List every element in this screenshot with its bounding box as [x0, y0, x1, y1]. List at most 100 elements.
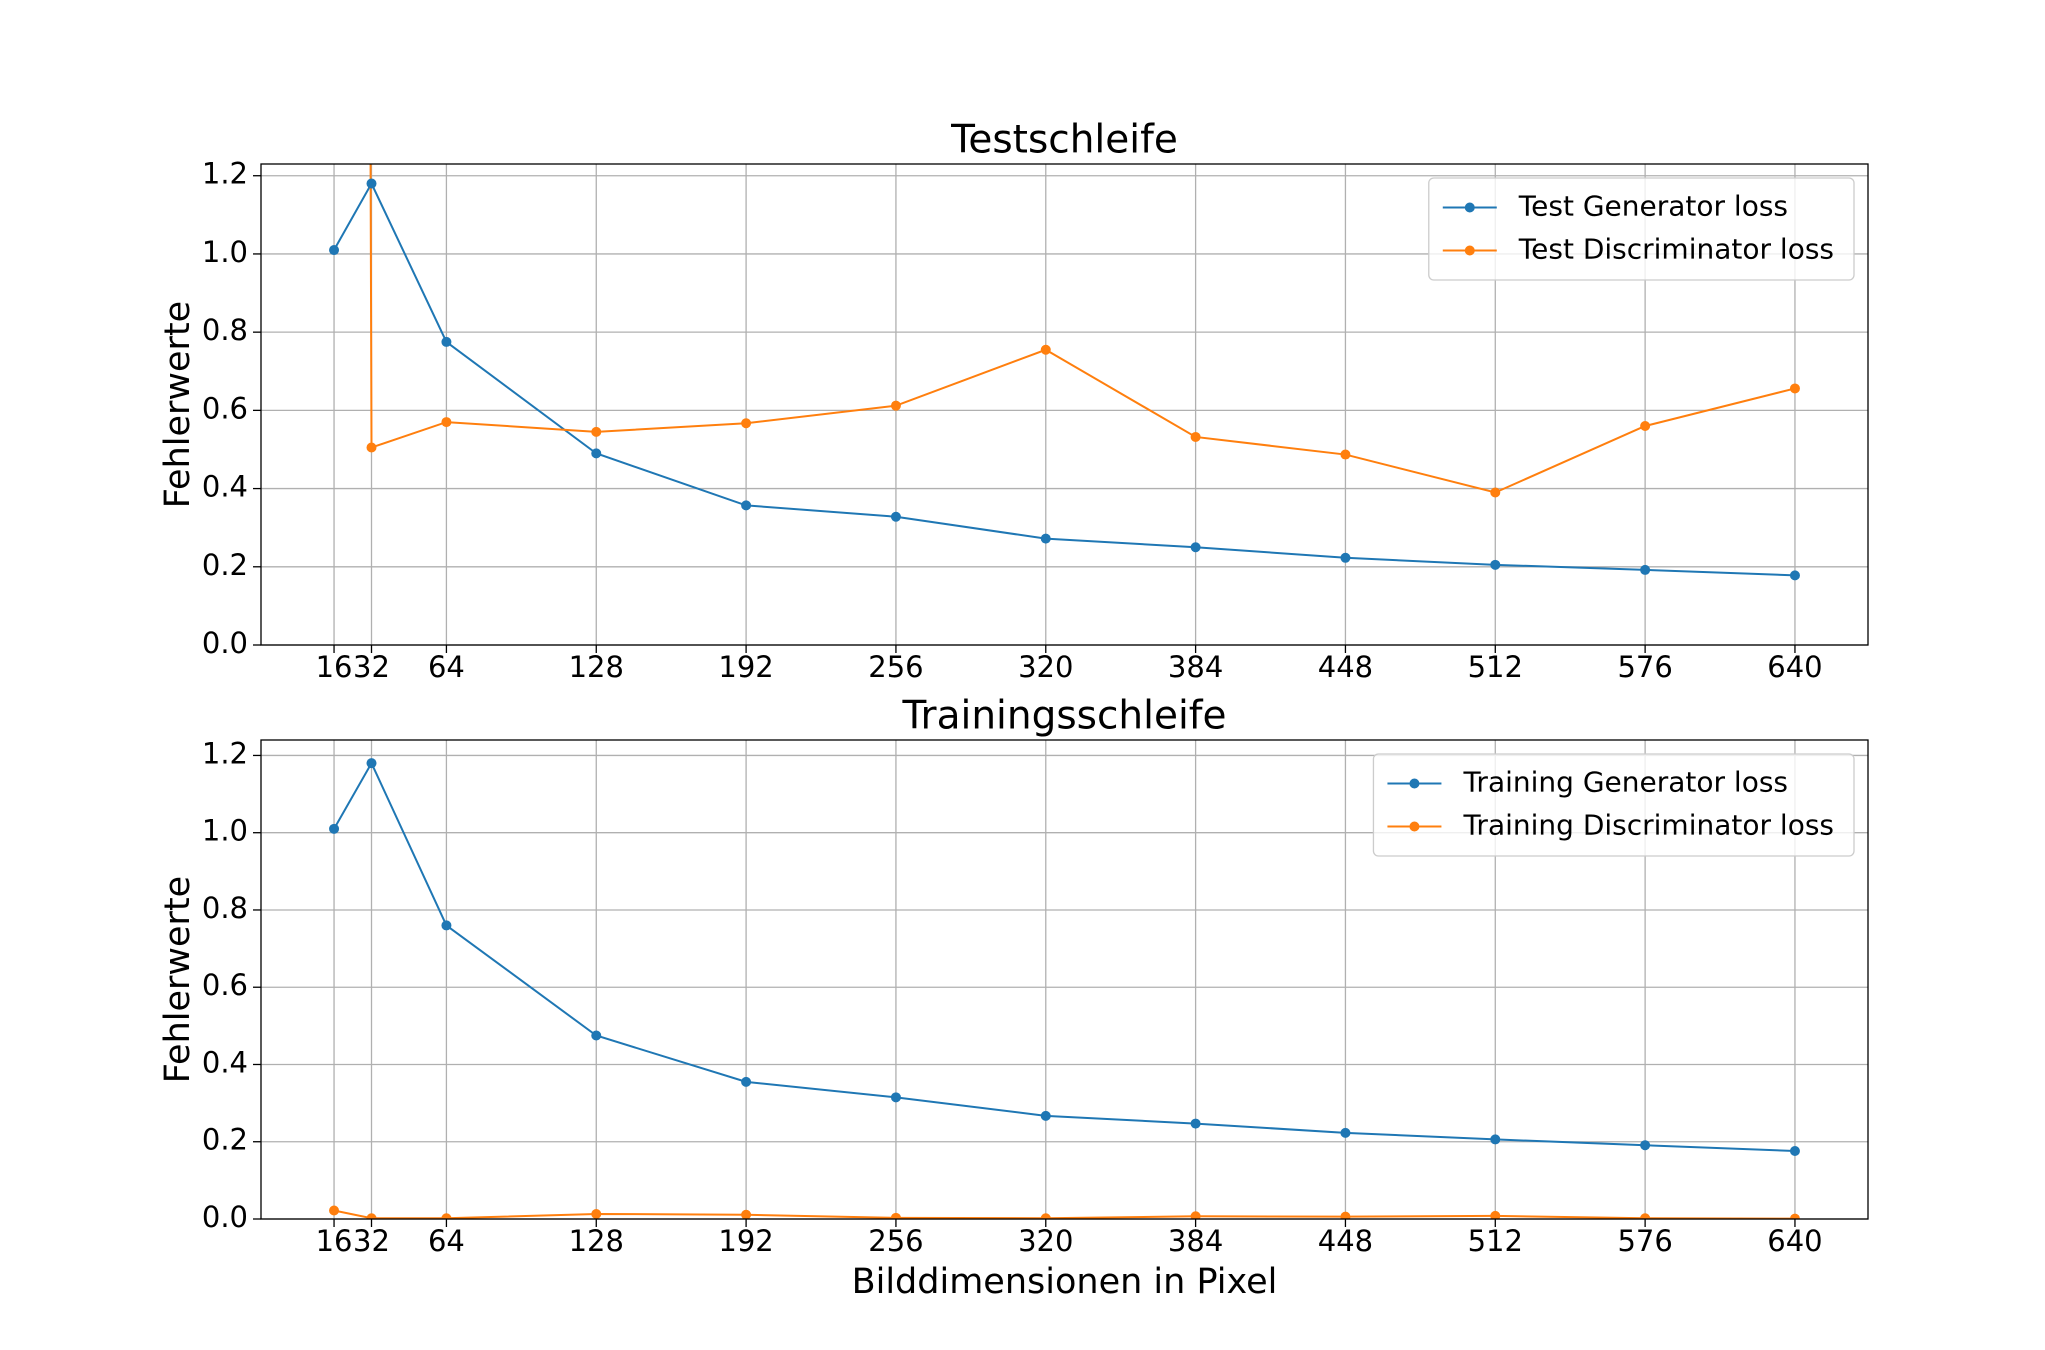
legend-marker: [1464, 245, 1475, 256]
y-tick-label: 0.2: [202, 548, 248, 582]
data-point: [1490, 487, 1501, 498]
data-point: [366, 1213, 377, 1219]
data-point: [329, 245, 340, 256]
axes-frame: [260, 739, 1869, 1220]
x-tick-label: 576: [1617, 1224, 1672, 1258]
data-point: [890, 511, 901, 522]
y-tick-label: 0.6: [202, 968, 248, 1002]
legend-label: Training Generator loss: [1462, 766, 1788, 799]
data-point: [1190, 1118, 1201, 1129]
data-point: [1490, 559, 1501, 570]
x-tick-label: 64: [428, 1224, 465, 1258]
legend-marker: [1464, 202, 1475, 213]
data-point: [890, 1212, 901, 1219]
y-tick-label: 0.0: [202, 1200, 248, 1234]
data-point: [591, 1030, 602, 1041]
y-tick-label: 1.0: [202, 235, 248, 269]
data-point: [1340, 552, 1351, 563]
data-point: [890, 1092, 901, 1103]
data-point: [890, 400, 901, 411]
x-tick-label: 32: [353, 650, 390, 684]
legend-box: [1372, 753, 1855, 857]
x-tick-label: 192: [718, 1224, 773, 1258]
data-point: [1789, 570, 1800, 581]
legend-label: Training Discriminator loss: [1462, 809, 1834, 842]
data-point: [591, 426, 602, 437]
legend-marker: [1409, 821, 1420, 832]
y-tick-label: 0.0: [202, 626, 248, 660]
data-point: [1040, 1110, 1051, 1121]
legend: Training Generator loss Training Discrimi…: [1372, 753, 1855, 857]
data-point: [441, 417, 452, 428]
x-tick-label: 576: [1617, 650, 1672, 684]
data-point: [591, 1208, 602, 1219]
data-point: [741, 500, 752, 511]
subplot: 0.0 0.2 0.4 0.6 0.8 1.0 1.2 16 32 64 128 192 256 320 3…: [158, 694, 1869, 1302]
data-point: [1640, 1140, 1651, 1151]
data-point: [329, 1205, 340, 1216]
x-tick-label: 640: [1767, 1224, 1822, 1258]
x-tick-label: 384: [1168, 1224, 1223, 1258]
y-tick-label: 1.2: [202, 736, 248, 770]
data-point: [1040, 344, 1051, 355]
data-point: [441, 920, 452, 931]
x-tick-label: 256: [868, 1224, 923, 1258]
y-tick-label: 0.6: [202, 391, 248, 425]
x-tick-label: 384: [1168, 650, 1223, 684]
data-point: [441, 1213, 452, 1219]
series-line: [369, 164, 1796, 494]
data-point: [1640, 421, 1651, 432]
legend-box: [1428, 177, 1855, 281]
x-tick-label: 192: [718, 650, 773, 684]
x-tick-label: 128: [569, 650, 624, 684]
series-line: [333, 760, 1795, 1153]
data-point: [366, 442, 377, 453]
data-point: [1340, 449, 1351, 460]
y-tick-label: 0.2: [202, 1123, 248, 1157]
x-tick-label: 448: [1318, 1224, 1373, 1258]
y-tick-label: 0.4: [202, 470, 248, 504]
data-point: [1789, 1146, 1800, 1157]
data-point: [1190, 431, 1201, 442]
y-tick-label: 0.8: [202, 891, 248, 925]
markers: [329, 758, 1800, 1219]
x-tick-label: 320: [1018, 1224, 1073, 1258]
data-point: [366, 178, 377, 189]
data-point: [1190, 1211, 1201, 1219]
x-tick-label: 32: [353, 1224, 390, 1258]
plot-area: [333, 164, 1796, 577]
data-point: [1789, 1213, 1800, 1219]
x-tick-label: 16: [316, 1224, 353, 1258]
data-point: [441, 336, 452, 347]
x-tick-label: 128: [569, 1224, 624, 1258]
data-point: [741, 1076, 752, 1087]
y-tick-label: 1.2: [202, 157, 248, 191]
y-tick-label: 0.4: [202, 1045, 248, 1079]
x-tick-label: 512: [1468, 1224, 1523, 1258]
subplot: 0.0 0.2 0.4 0.6 0.8 1.0 1.2 16 32 64 128 192 256 320 3…: [158, 118, 1869, 684]
data-point: [1190, 542, 1201, 553]
data-point: [366, 758, 377, 769]
data-point: [741, 418, 752, 429]
y-tick-label: 0.8: [202, 313, 248, 347]
series-line: [333, 181, 1795, 577]
legend-label: Test Generator loss: [1518, 190, 1788, 223]
x-tick-label: 448: [1318, 650, 1373, 684]
chart-title: Testschleife: [950, 118, 1178, 163]
data-point: [1490, 1134, 1501, 1145]
data-point: [1340, 1127, 1351, 1138]
markers: [329, 178, 1800, 581]
x-tick-label: 640: [1767, 650, 1822, 684]
data-point: [1640, 564, 1651, 575]
data-point: [1490, 1210, 1501, 1219]
y-axis-label: Fehlerwerte: [158, 301, 198, 508]
data-point: [1340, 1211, 1351, 1219]
data-point: [1640, 1213, 1651, 1219]
legend-label: Test Discriminator loss: [1518, 233, 1834, 266]
data-point: [1040, 533, 1051, 544]
x-tick-label: 256: [868, 650, 923, 684]
x-tick-label: 320: [1018, 650, 1073, 684]
data-point: [1789, 383, 1800, 394]
x-tick-label: 512: [1468, 650, 1523, 684]
